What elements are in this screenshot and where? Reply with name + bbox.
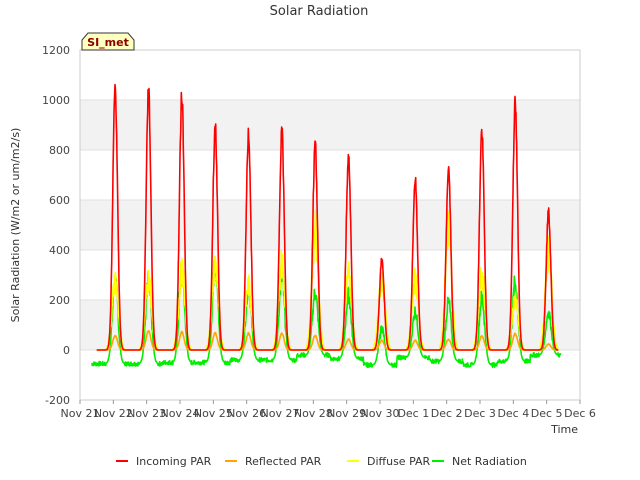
plot-band: [80, 300, 580, 350]
x-tick-label: Nov 29: [327, 407, 366, 420]
plot-frame: [79, 49, 581, 401]
y-tick-label: 800: [49, 144, 70, 157]
x-tick-label: Nov 26: [227, 407, 266, 420]
x-tick-label: Nov 22: [94, 407, 133, 420]
y-tick-label: 200: [49, 294, 70, 307]
x-tick-label: Nov 21: [61, 407, 100, 420]
y-axis-ticks: -200 0 200 400 600 800 1000 1200: [42, 44, 70, 407]
x-tick-label: Nov 27: [261, 407, 300, 420]
legend-label-net-radiation: Net Radiation: [452, 455, 527, 468]
legend-label-reflected-par: Reflected PAR: [245, 455, 322, 468]
net-radiation-line: [91, 262, 562, 368]
legend-label-diffuse-par: Diffuse PAR: [367, 455, 431, 468]
y-tick-label: 600: [49, 194, 70, 207]
y-tick-label: 1200: [42, 44, 70, 57]
x-tick-label: Nov 30: [361, 407, 400, 420]
legend-label-incoming-par: Incoming PAR: [136, 455, 212, 468]
y-axis-label: Solar Radiation (W/m2 or um/m2/s): [9, 128, 22, 323]
legend: Incoming PAR Reflected PAR Diffuse PAR Net …: [116, 455, 527, 468]
x-tick-label: Dec 1: [397, 407, 429, 420]
x-tick-label: Dec 6: [564, 407, 596, 420]
plot-band: [80, 200, 580, 250]
x-tick-label: Dec 3: [464, 407, 496, 420]
plot-band: [80, 50, 580, 100]
y-tick-label: 0: [63, 344, 70, 357]
incoming-par-line: [96, 83, 559, 351]
x-tick-label: Dec 5: [531, 407, 563, 420]
x-tick-label: Nov 28: [294, 407, 333, 420]
x-axis-label: Time: [550, 423, 578, 436]
series-layer: [91, 83, 562, 368]
x-tick-label: Nov 23: [127, 407, 166, 420]
y-tick-label: 400: [49, 244, 70, 257]
x-tick-label: Dec 4: [497, 407, 529, 420]
plot-band: [80, 150, 580, 200]
y-tick-label: 1000: [42, 94, 70, 107]
y-tick-label: -200: [45, 394, 70, 407]
site-badge-label: SI_met: [87, 36, 129, 49]
plot-background-bands: [80, 50, 580, 400]
chart-title: Solar Radiation: [270, 4, 369, 19]
x-tick-label: Nov 24: [161, 407, 200, 420]
plot-band: [80, 100, 580, 150]
x-tick-label: Nov 25: [194, 407, 233, 420]
plot-band: [80, 250, 580, 300]
site-badge: SI_met: [81, 32, 135, 51]
x-tick-label: Dec 2: [431, 407, 463, 420]
